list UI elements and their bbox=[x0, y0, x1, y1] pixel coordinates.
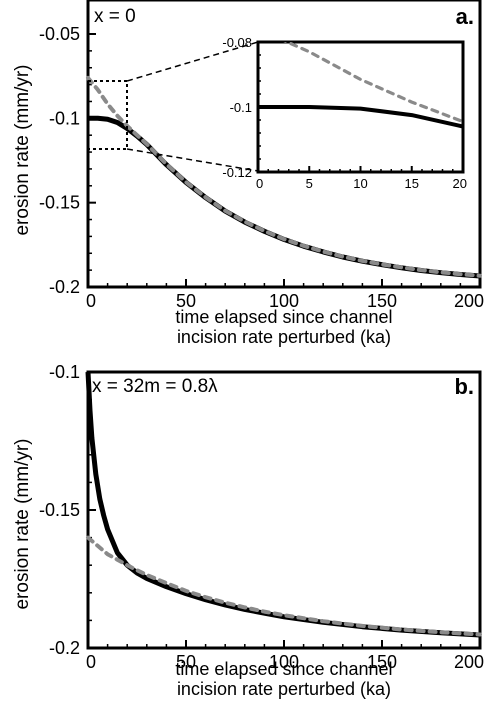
panel-b-series bbox=[85, 371, 482, 638]
panel-a-xtick-label: 200 bbox=[454, 291, 484, 311]
panel-a-xtick-label: 0 bbox=[86, 291, 96, 311]
inset: 0 5 10 15 20 -0.08 -0.1 -0.12 bbox=[222, 35, 467, 191]
panel-a-xlabel-line1: time elapsed since channel bbox=[175, 307, 392, 327]
panel-a-ytick-label: -0.2 bbox=[49, 277, 80, 297]
panel-a-xtick-label: 50 bbox=[176, 291, 196, 311]
inset-ytick-label: -0.12 bbox=[222, 165, 252, 180]
inset-ticks: 0 5 10 15 20 -0.08 -0.1 -0.12 bbox=[222, 35, 467, 191]
panel-a-ytick-label: -0.1 bbox=[49, 108, 80, 128]
panel-a-letter: a. bbox=[456, 4, 474, 29]
inset-xtick-label: 10 bbox=[353, 176, 367, 191]
panel-b-xtick-label: 150 bbox=[367, 652, 397, 672]
panel-a-series-dashed-line bbox=[86, 75, 482, 278]
inset-xtick-label: 0 bbox=[256, 176, 263, 191]
inset-xtick-label: 15 bbox=[405, 176, 419, 191]
panel-a-ticks: 0 50 100 150 200-0.05-0.1-0.15-0.2 bbox=[39, 24, 484, 311]
inset-ytick-label: -0.08 bbox=[222, 35, 252, 50]
panel-a-series bbox=[86, 75, 482, 279]
panel-b-ytick-label: -0.2 bbox=[49, 638, 80, 658]
zoom-box bbox=[87, 80, 128, 150]
panel-b-ytick-label: -0.15 bbox=[39, 500, 80, 520]
inset-series-solid-line bbox=[258, 105, 463, 129]
panel-a-xtick-label: 150 bbox=[367, 291, 397, 311]
panel-b-letter: b. bbox=[454, 374, 474, 399]
panel-b-xtick-label: 0 bbox=[86, 652, 96, 672]
panel-b-xtick-label: 100 bbox=[269, 652, 299, 672]
panel-a-xlabel-line2: incision rate perturbed (ka) bbox=[177, 327, 391, 347]
panel-a-ytick-label: -0.15 bbox=[39, 193, 80, 213]
panel-b-xtick-label: 50 bbox=[176, 652, 196, 672]
panel-a-xtick-label: 100 bbox=[269, 291, 299, 311]
zoom-connector-top bbox=[126, 41, 259, 82]
panel-a-ylabel: erosion rate (mm/yr) bbox=[12, 64, 33, 235]
inset-xtick-label: 20 bbox=[453, 176, 467, 191]
panel-b-xlabel-line2: incision rate perturbed (ka) bbox=[177, 679, 391, 699]
panel-b-series-solid-line bbox=[85, 371, 481, 638]
inset-xtick-label: 5 bbox=[306, 176, 313, 191]
panel-b-ylabel: erosion rate (mm/yr) bbox=[12, 438, 33, 609]
panel-b-frame bbox=[86, 370, 482, 650]
panel-b-xtick-label: 200 bbox=[454, 652, 484, 672]
panel-a: x = 0 a. 0 50 100 150 200-0.05-0.1-0.15-0.2 … bbox=[12, 0, 484, 347]
panel-b-series-dashed-line bbox=[86, 535, 482, 637]
panel-b: x = 32m = 0.8λ b. 0 50 100 150 200 -0.1 -0.15 -… bbox=[12, 362, 484, 699]
zoom-connector-bottom bbox=[126, 148, 259, 172]
inset-series-dashed-line bbox=[283, 42, 463, 124]
panel-b-title: x = 32m = 0.8λ bbox=[92, 376, 218, 397]
inset-series bbox=[258, 42, 463, 129]
inset-ytick-label: -0.1 bbox=[230, 100, 252, 115]
panel-b-xlabel-line1: time elapsed since channel bbox=[175, 659, 392, 679]
panel-b-ytick-label: -0.1 bbox=[49, 362, 80, 382]
panel-a-ytick-label: -0.05 bbox=[39, 24, 80, 44]
panel-b-ticks: 0 50 100 150 200 -0.1 -0.15 -0.2 bbox=[39, 362, 484, 672]
panel-a-series-solid-line bbox=[88, 115, 481, 279]
panel-a-title: x = 0 bbox=[94, 6, 136, 27]
